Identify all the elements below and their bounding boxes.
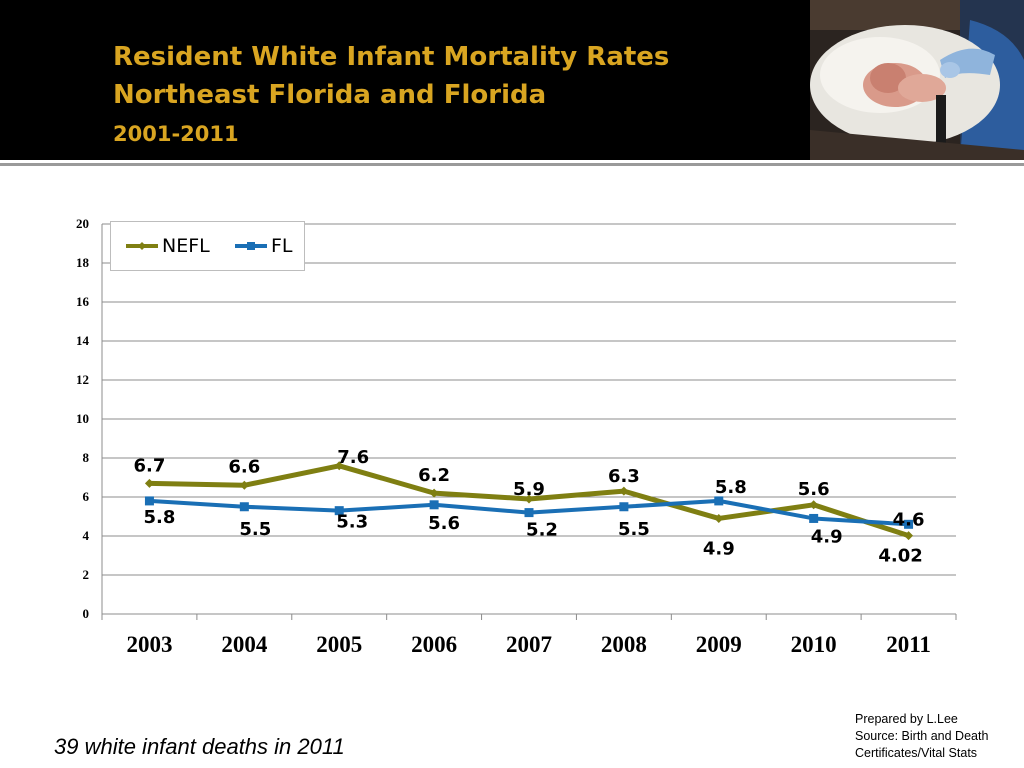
data-point-nefl-2008 [619,486,629,496]
data-label-fl-2004: 5.5 [239,519,271,540]
data-point-fl-2006 [429,500,439,510]
data-point-nefl-2007 [524,494,534,504]
x-tick-label-2005: 2005 [316,632,362,657]
credits-line-1: Prepared by L.Lee [855,712,958,726]
data-label-nefl-2008: 6.3 [608,466,640,487]
data-point-fl-2003 [144,496,154,506]
slide-title: Resident White Infant Mortality Rates No… [113,38,669,154]
nefl-line-marker-icon [126,242,158,250]
y-tick-label-2: 2 [83,567,90,582]
data-label-nefl-2010: 5.6 [798,479,830,500]
data-label-nefl-2011: 4.02 [878,546,922,567]
y-tick-label-20: 20 [76,216,89,231]
data-label-nefl-2004: 6.6 [228,456,260,477]
x-tick-label-2011: 2011 [886,632,931,657]
title-line-2: Northeast Florida and Florida [113,80,547,110]
fl-line-marker-icon [235,242,267,250]
data-point-nefl-2010 [809,500,819,510]
legend-item-fl: FL [234,235,293,257]
y-tick-label-4: 4 [83,528,90,543]
data-label-fl-2005: 5.3 [336,512,368,533]
y-tick-label-14: 14 [76,333,90,348]
data-point-fl-2011 [904,519,914,529]
data-label-nefl-2005: 7.6 [337,447,369,468]
data-label-nefl-2003: 6.7 [133,455,165,476]
chart-legend: NEFL FL [110,221,305,271]
data-label-fl-2009: 5.8 [715,477,747,498]
data-point-nefl-2004 [239,480,249,490]
y-tick-label-8: 8 [83,450,90,465]
y-tick-label-18: 18 [76,255,90,270]
data-point-nefl-2003 [144,478,154,488]
data-label-nefl-2007: 5.9 [513,479,545,500]
y-tick-label-6: 6 [83,489,90,504]
data-point-nefl-2005 [334,461,344,471]
data-label-fl-2011: 4.6 [893,509,925,530]
data-point-fl-2004 [239,502,249,512]
x-tick-label-2003: 2003 [126,632,172,657]
data-point-fl-2007 [524,508,534,518]
data-label-fl-2010: 4.9 [811,526,843,547]
y-tick-label-16: 16 [76,294,90,309]
data-point-nefl-2006 [429,488,439,498]
credits-line-2: Source: Birth and Death [855,729,989,743]
data-point-fl-2010 [809,513,819,523]
data-point-nefl-2009 [714,513,724,523]
x-tick-label-2007: 2007 [506,632,552,657]
y-tick-label-10: 10 [76,411,89,426]
data-point-fl-2009 [714,496,724,506]
x-tick-label-2004: 2004 [221,632,268,657]
y-tick-label-0: 0 [83,606,90,621]
data-label-fl-2006: 5.6 [428,513,460,534]
legend-label-nefl: NEFL [162,235,210,257]
line-chart: 0 2 4 6 8 10 12 14 16 18 20 2003 2004 2005 2006 2007 200… [76,216,957,657]
footnote: 39 white infant deaths in 2011 [54,734,345,759]
header-divider [0,163,1024,166]
x-tick-label-2008: 2008 [601,632,647,657]
credits: Prepared by L.Lee Source: Birth and Deat… [855,711,988,762]
data-label-fl-2008: 5.5 [618,519,650,540]
data-point-fl-2008 [619,502,629,512]
data-label-nefl-2006: 6.2 [418,465,450,486]
title-years: 2001-2011 [113,122,239,146]
data-label-fl-2007: 5.2 [526,520,558,541]
data-label-fl-2003: 5.8 [143,507,175,528]
data-point-nefl-2011 [904,531,914,541]
x-tick-label-2006: 2006 [411,632,457,657]
data-label-nefl-2009: 4.9 [703,538,735,559]
data-point-fl-2005 [334,506,344,516]
legend-label-fl: FL [271,235,293,257]
legend-item-nefl: NEFL [125,235,210,257]
x-tick-label-2010: 2010 [791,632,837,657]
newborn-photo-icon [810,0,1024,160]
credits-line-3: Certificates/Vital Stats [855,746,978,760]
title-line-1: Resident White Infant Mortality Rates [113,42,670,72]
x-tick-label-2009: 2009 [696,632,742,657]
y-tick-label-12: 12 [76,372,89,387]
